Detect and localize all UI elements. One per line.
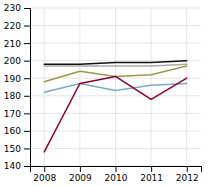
chart: 2008 2009 2010 2011 2012 140 150 160 170 180 190 20… [0, 0, 211, 186]
y-tick-mark [24, 113, 30, 114]
x-grid-line [79, 8, 80, 166]
y-tick-mark [24, 131, 30, 132]
x-tick: 2011 [140, 166, 163, 183]
y-tick: 170 [4, 109, 30, 119]
y-tick-mark [24, 43, 30, 44]
y-tick-mark [24, 96, 30, 97]
y-tick-mark [24, 166, 30, 167]
y-tick: 180 [4, 91, 30, 101]
y-tick-mark [24, 8, 30, 9]
y-tick-mark [24, 148, 30, 149]
x-axis: 2008 2009 2010 2011 2012 [31, 166, 202, 183]
x-grid-line [151, 8, 152, 166]
x-grid-line [186, 8, 187, 166]
x-grid-line [115, 8, 116, 166]
y-tick-label: 210 [4, 38, 21, 48]
y-tick: 200 [4, 56, 30, 66]
y-tick-mark [24, 26, 30, 27]
x-tick-label: 2009 [69, 173, 92, 183]
y-tick-label: 230 [4, 3, 21, 13]
y-tick-label: 170 [4, 109, 21, 119]
y-tick: 190 [4, 74, 30, 84]
x-tick: 2010 [105, 166, 128, 183]
grid [30, 8, 201, 166]
x-tick-mark [187, 166, 188, 172]
series-line [44, 76, 187, 151]
x-tick-label: 2012 [176, 173, 199, 183]
y-tick: 220 [4, 21, 30, 31]
x-axis-line [31, 167, 202, 173]
x-tick: 2012 [176, 166, 199, 183]
y-tick-label: 220 [4, 21, 21, 31]
series-line [44, 66, 187, 82]
x-grid-line [44, 8, 45, 166]
x-tick-label: 2011 [140, 173, 163, 183]
y-tick-label: 140 [4, 161, 21, 171]
y-tick-label: 190 [4, 74, 21, 84]
y-tick: 140 [4, 161, 30, 171]
y-tick-label: 200 [4, 56, 21, 66]
plot-area [44, 61, 187, 152]
y-tick-label: 180 [4, 91, 21, 101]
y-tick-label: 150 [4, 144, 21, 154]
y-tick: 210 [4, 38, 30, 48]
y-tick-mark [24, 78, 30, 79]
x-tick-mark [151, 166, 152, 172]
series-line [44, 64, 187, 66]
y-axis-line [24, 9, 31, 167]
y-tick: 230 [4, 3, 30, 13]
y-tick-label: 160 [4, 126, 21, 136]
x-tick: 2008 [33, 166, 56, 183]
x-tick-mark [116, 166, 117, 172]
x-tick-label: 2010 [105, 173, 128, 183]
y-tick-mark [24, 61, 30, 62]
x-tick-mark [80, 166, 81, 172]
x-tick-mark [44, 166, 45, 172]
x-tick-label: 2008 [33, 173, 56, 183]
y-axis: 140 150 160 170 180 190 200 210 220 230 [4, 3, 31, 171]
x-tick: 2009 [69, 166, 92, 183]
series-line [44, 61, 187, 65]
y-tick: 150 [4, 144, 30, 154]
y-tick: 160 [4, 126, 30, 136]
